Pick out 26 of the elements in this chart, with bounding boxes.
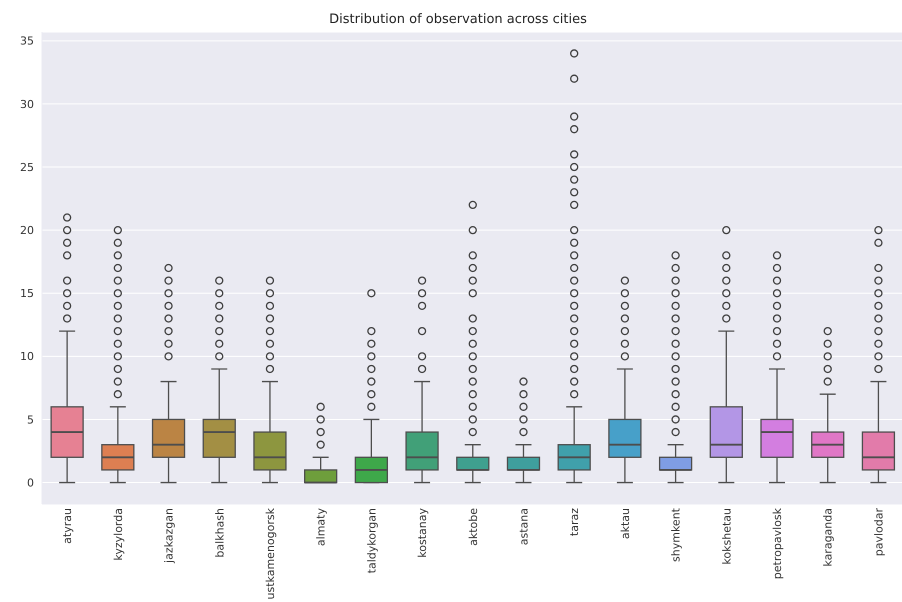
y-tick-label: 20 [20, 224, 34, 238]
x-tick-label: balkhash [213, 508, 226, 558]
x-tick-label: pavlodar [872, 508, 886, 556]
x-tick-label: shymkent [670, 507, 683, 562]
y-tick-label: 35 [20, 34, 34, 48]
x-tick-label: aktau [618, 508, 632, 540]
y-tick-label: 5 [27, 413, 34, 426]
y-tick-label: 10 [20, 350, 34, 364]
y-tick-label: 25 [20, 160, 34, 174]
x-tick-label: almaty [314, 508, 328, 546]
y-tick-label: 15 [20, 287, 34, 300]
x-tick-label: karaganda [822, 508, 835, 567]
x-tick-label: atyrau [61, 508, 74, 544]
x-tick-label: petropavlosk [771, 507, 784, 580]
x-tick-label: ustkamenogorsk [264, 507, 277, 600]
x-tick-label: kyzylorda [112, 508, 125, 561]
x-tick-label: kokshetau [720, 508, 734, 565]
x-tick-label: taraz [568, 508, 582, 536]
chart-title: Distribution of observation across cities [328, 11, 588, 29]
x-tick-label: aktobe [466, 508, 480, 546]
x-tick-label: kostanay [416, 508, 430, 558]
x-tick-label: taldykorgan [365, 508, 378, 574]
y-tick-label: 30 [20, 98, 34, 111]
x-tick-label: astana [518, 508, 531, 546]
y-tick-label: 0 [27, 476, 34, 490]
x-tick-label: jazkazgan [162, 508, 176, 564]
